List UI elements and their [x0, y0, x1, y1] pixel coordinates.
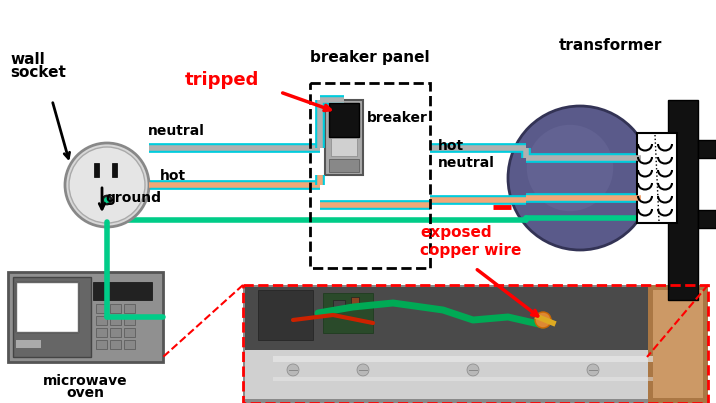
- Bar: [125, 340, 135, 349]
- Bar: [329, 158, 359, 172]
- Bar: [325, 100, 363, 175]
- Text: copper wire: copper wire: [420, 243, 521, 258]
- Bar: [273, 356, 658, 362]
- Bar: [125, 316, 135, 325]
- Circle shape: [527, 125, 613, 211]
- Bar: [97, 316, 107, 325]
- Circle shape: [287, 364, 299, 376]
- Bar: [97, 328, 107, 337]
- Bar: [243, 285, 708, 403]
- Bar: [8, 272, 163, 362]
- Text: neutral: neutral: [148, 124, 205, 138]
- Circle shape: [357, 364, 369, 376]
- Bar: [110, 340, 121, 349]
- Text: ground: ground: [105, 191, 161, 205]
- Circle shape: [587, 364, 599, 376]
- Text: exposed: exposed: [420, 225, 492, 240]
- Bar: [125, 304, 135, 313]
- Bar: [112, 163, 117, 177]
- Bar: [648, 285, 708, 403]
- Bar: [637, 133, 677, 223]
- Text: oven: oven: [67, 386, 105, 400]
- Text: tripped: tripped: [185, 71, 259, 89]
- Circle shape: [467, 364, 479, 376]
- Bar: [323, 293, 373, 333]
- Bar: [245, 350, 706, 399]
- Text: socket: socket: [10, 65, 66, 80]
- Bar: [351, 297, 359, 309]
- Bar: [245, 287, 706, 352]
- Bar: [16, 282, 78, 332]
- Bar: [668, 100, 698, 300]
- Text: microwave: microwave: [43, 374, 128, 388]
- Bar: [93, 282, 153, 300]
- Bar: [110, 328, 121, 337]
- Text: transformer: transformer: [558, 38, 662, 53]
- Bar: [310, 83, 430, 268]
- Bar: [273, 377, 658, 381]
- Circle shape: [69, 147, 145, 223]
- Bar: [698, 140, 716, 158]
- Circle shape: [535, 312, 551, 328]
- Bar: [110, 316, 121, 325]
- Bar: [94, 163, 99, 177]
- Bar: [243, 285, 708, 403]
- Circle shape: [104, 197, 110, 203]
- Text: neutral: neutral: [438, 156, 495, 170]
- Bar: [653, 290, 703, 398]
- Bar: [698, 210, 716, 228]
- Bar: [16, 282, 78, 332]
- Text: wall: wall: [10, 52, 44, 67]
- Circle shape: [102, 195, 112, 205]
- Text: hot: hot: [438, 139, 464, 153]
- Bar: [97, 340, 107, 349]
- Bar: [329, 103, 359, 137]
- Text: breaker panel: breaker panel: [310, 50, 430, 65]
- Bar: [331, 137, 357, 156]
- Bar: [110, 304, 121, 313]
- Bar: [13, 277, 90, 357]
- Circle shape: [65, 143, 149, 227]
- Bar: [333, 300, 345, 308]
- Text: hot: hot: [160, 169, 186, 183]
- Bar: [16, 339, 41, 347]
- Bar: [258, 290, 313, 340]
- Bar: [125, 328, 135, 337]
- Text: breaker: breaker: [367, 111, 428, 125]
- Circle shape: [508, 106, 652, 250]
- Bar: [97, 304, 107, 313]
